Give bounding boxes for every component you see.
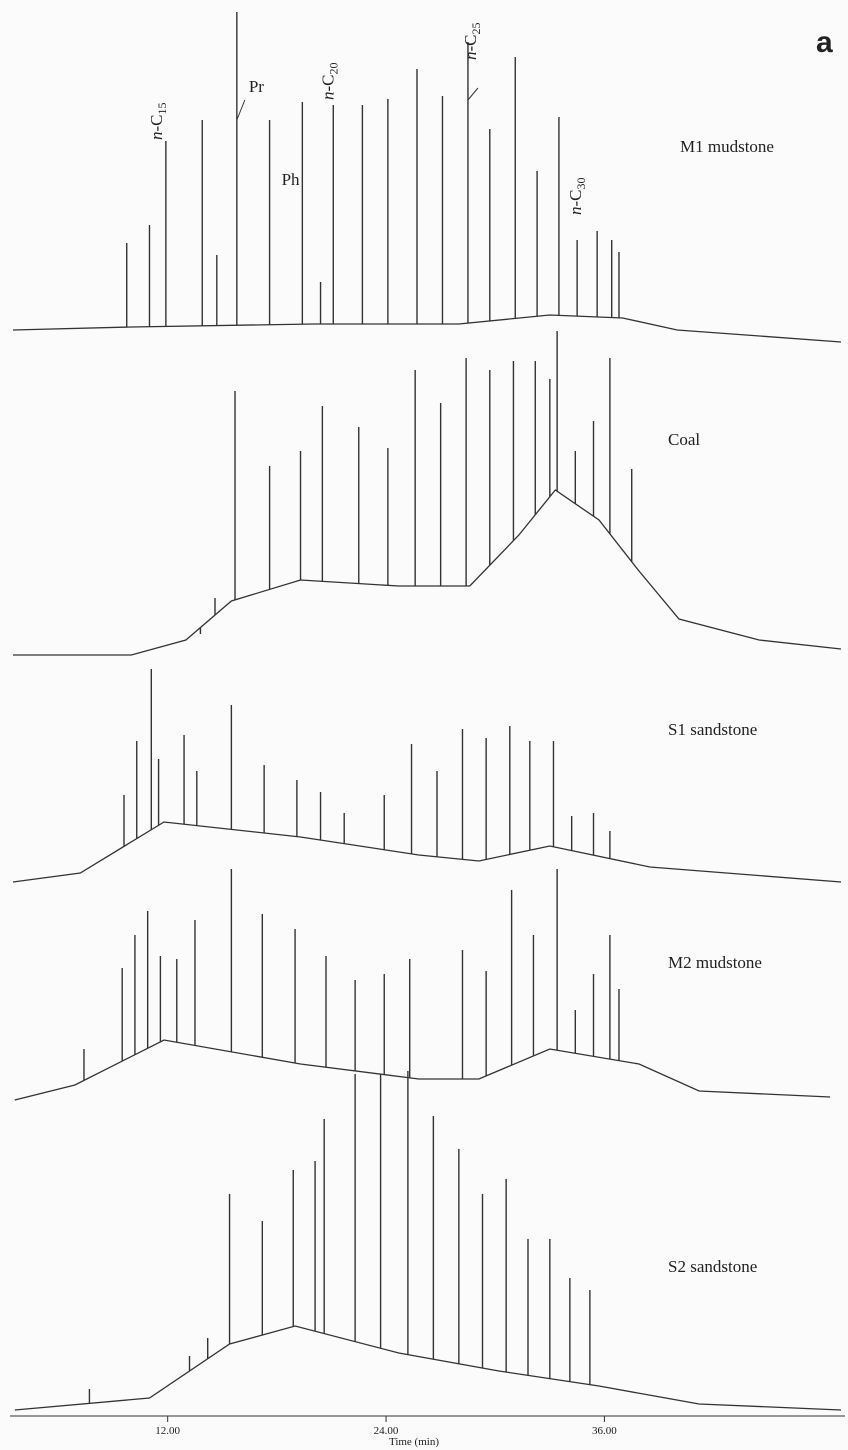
trace-label: M1 mudstone	[680, 137, 774, 156]
trace-baseline	[13, 489, 842, 656]
trace-baseline	[14, 1039, 831, 1101]
trace-label: S2 sandstone	[668, 1257, 757, 1276]
x-tick-label: 24.00	[374, 1425, 399, 1437]
annotation-part: n	[318, 92, 337, 101]
trace-label: M2 mudstone	[668, 953, 762, 972]
panel-label: a	[816, 26, 833, 59]
annotation-part: -C	[318, 75, 337, 92]
annotation-part: n	[566, 207, 585, 216]
annotation-part: n	[461, 52, 480, 61]
annotation-part: n	[147, 132, 166, 141]
peak-annotation: n-C25	[461, 23, 483, 61]
annotation-leader	[467, 87, 479, 101]
annotation-leader	[236, 99, 246, 121]
x-tick-label: 36.00	[592, 1425, 617, 1437]
trace-baseline	[12, 314, 842, 343]
x-axis-label: Time (min)	[389, 1436, 439, 1448]
trace-label: S1 sandstone	[668, 720, 757, 739]
trace-baseline	[14, 1325, 842, 1411]
annotation-part: -C	[147, 115, 166, 132]
annotation-part: -C	[566, 190, 585, 207]
peak-annotation: Pr	[249, 77, 264, 96]
peak-annotation: n-C30	[566, 178, 588, 216]
trace-label: Coal	[668, 430, 700, 449]
peak-annotation: n-C20	[318, 63, 340, 101]
peak-annotation: n-C15	[147, 103, 169, 141]
peak-annotation: Ph	[282, 170, 300, 189]
annotation-part: 15	[155, 103, 169, 115]
annotation-part: -C	[461, 35, 480, 52]
annotation-part: 20	[326, 63, 340, 75]
x-tick-label: 12.00	[155, 1425, 180, 1437]
annotation-part: 30	[574, 178, 588, 190]
annotation-part: 25	[469, 23, 483, 35]
trace-baseline	[12, 821, 842, 883]
